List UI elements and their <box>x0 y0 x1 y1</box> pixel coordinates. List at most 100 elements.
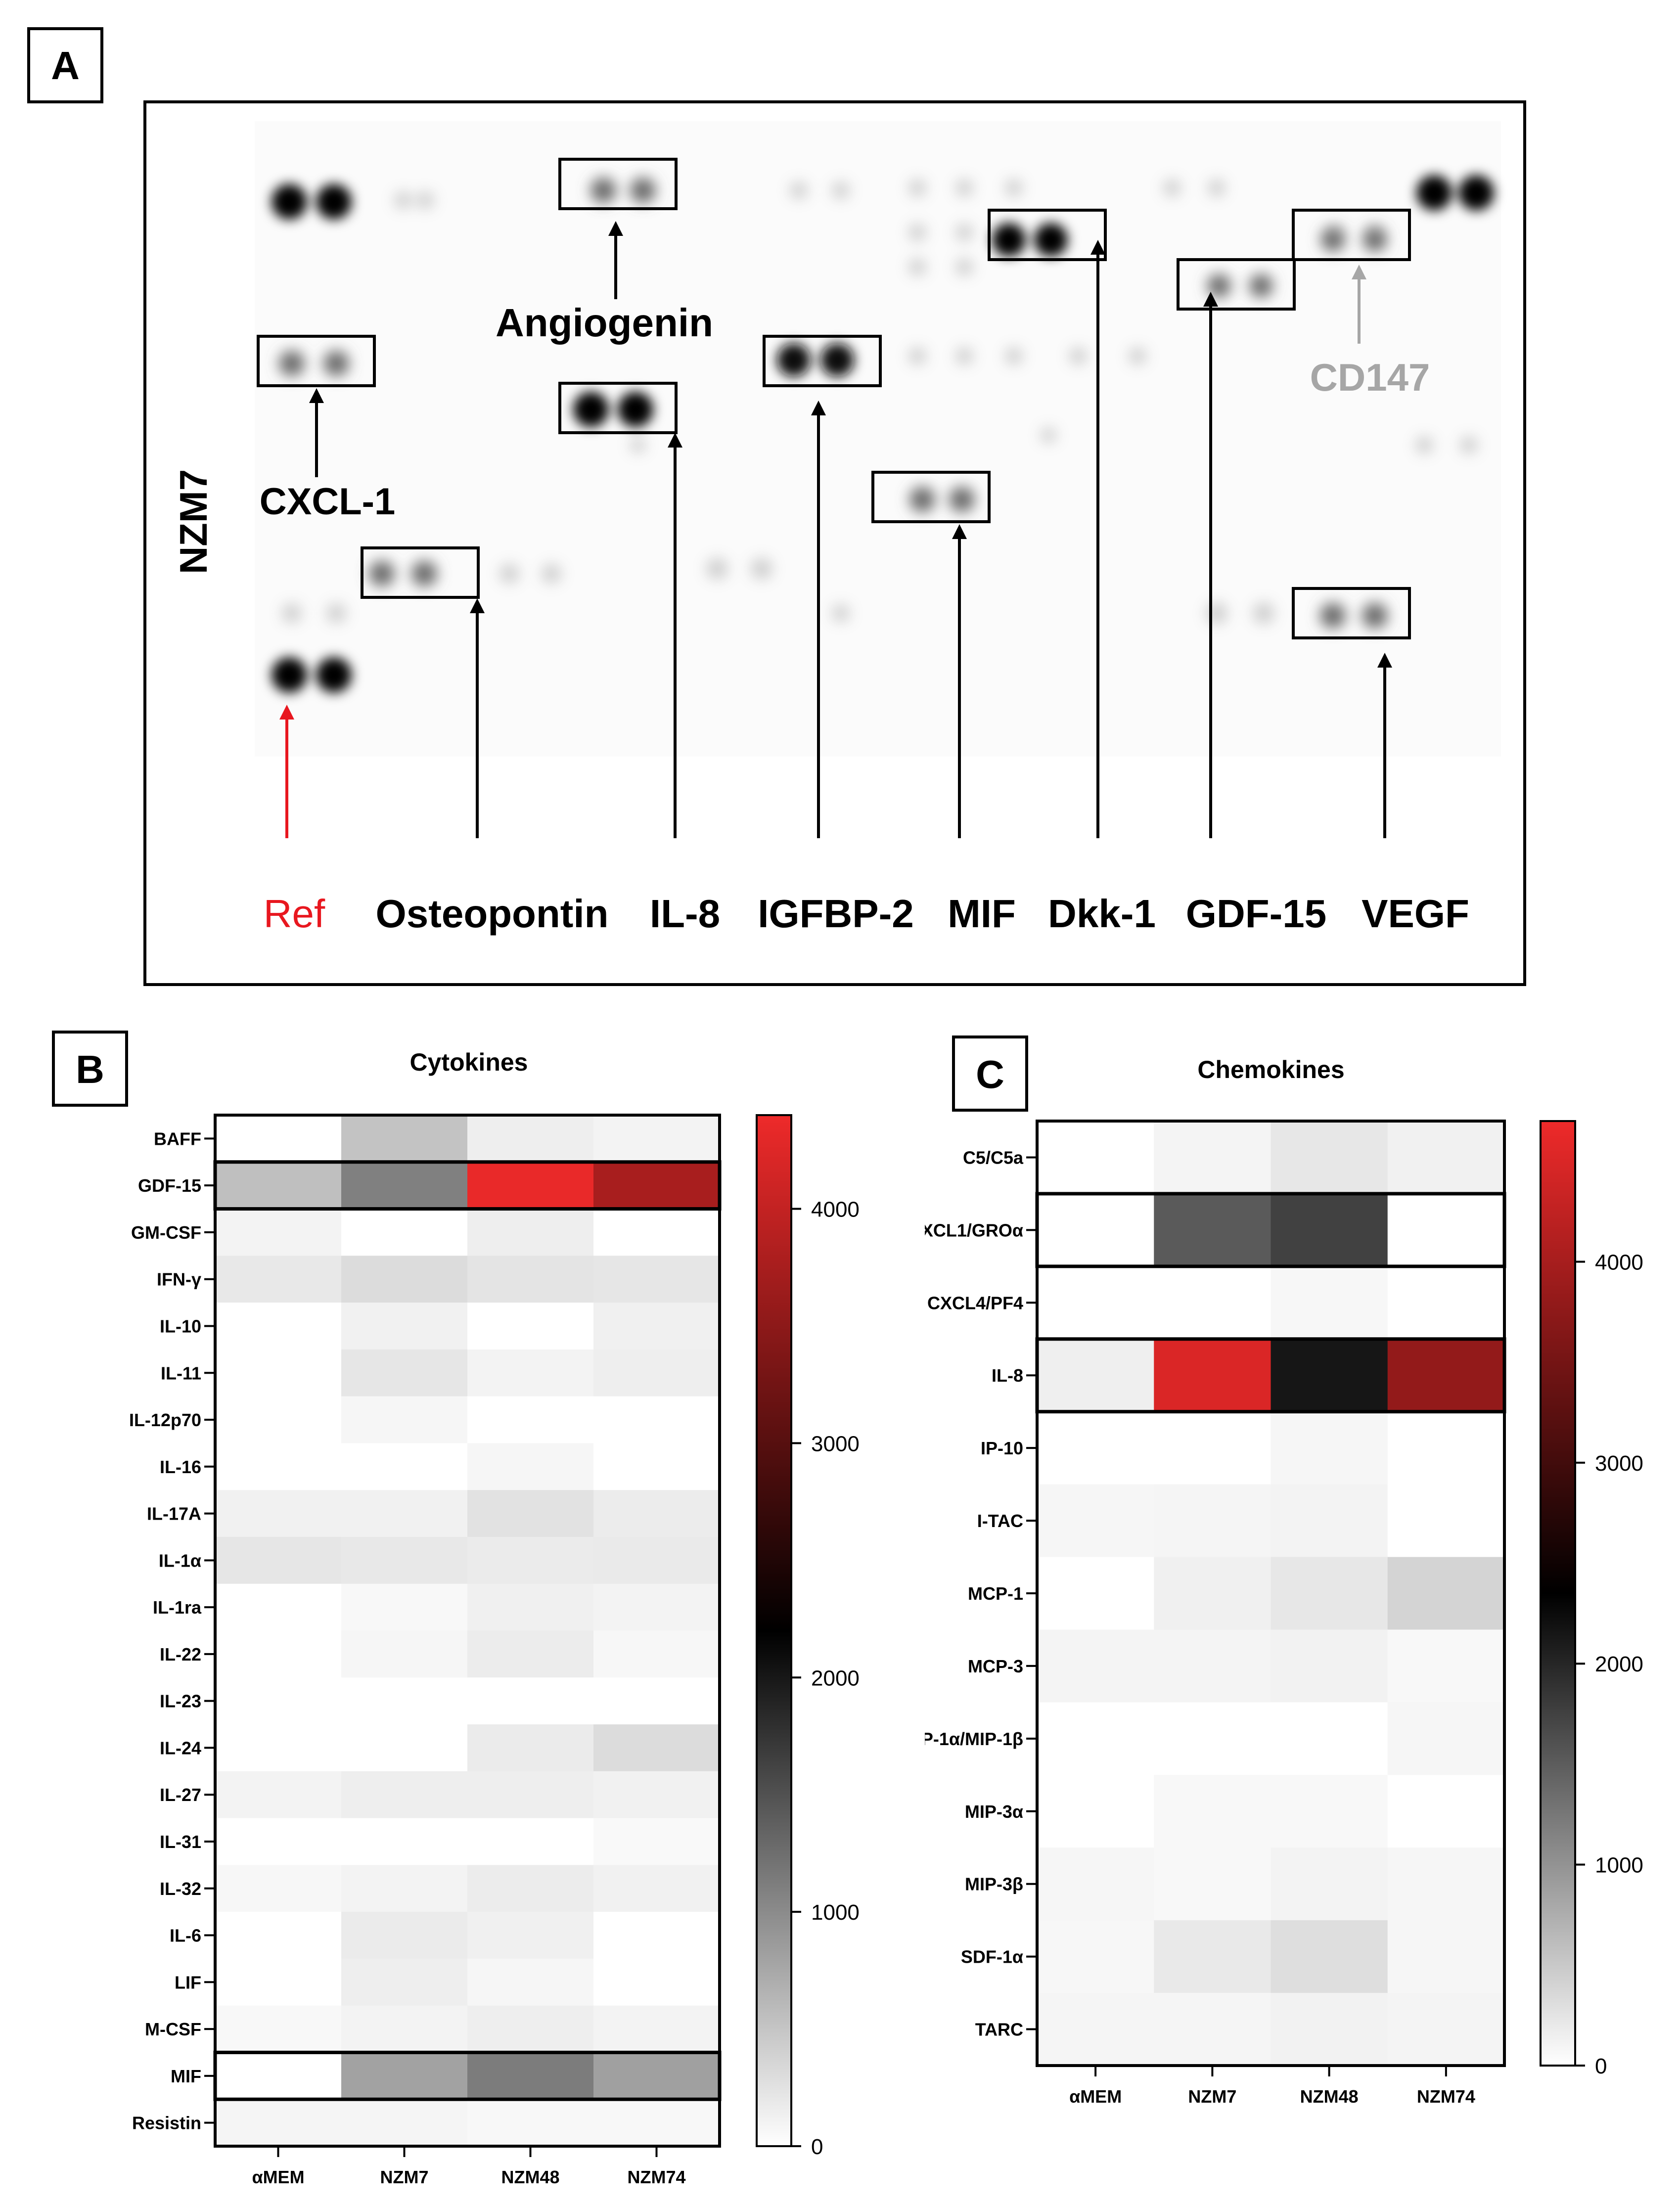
row-label: BAFF <box>154 1128 201 1149</box>
label-angiogenin: Angiogenin <box>496 301 713 345</box>
heatmap-border <box>214 1114 721 2148</box>
colorbar: 0 1000 2000 3000 4000 <box>756 1114 860 2159</box>
heatmap-cell <box>1037 1193 1154 1267</box>
label-vegf: VEGF <box>1362 892 1469 936</box>
box-dkk1 <box>988 209 1107 261</box>
heatmap-cell <box>1387 1411 1505 1485</box>
heatmap-cell <box>341 1865 468 1912</box>
heatmap-cell <box>1037 1993 1154 2066</box>
label-igfbp2: IGFBP-2 <box>758 892 914 936</box>
heatmap-cell <box>467 2052 594 2100</box>
heatmap-cell <box>215 1303 342 1350</box>
row-label: IL-1ra <box>153 1597 202 1618</box>
heatmap-cell <box>341 1724 468 1772</box>
heatmap-cell <box>467 1209 594 1256</box>
row-label: CXCL1/GROα <box>925 1220 1023 1240</box>
heatmap-cell <box>1387 1702 1505 1775</box>
heatmap-cell <box>1037 1121 1154 1194</box>
column-label: NZM74 <box>1417 2086 1475 2107</box>
box-cxcl1 <box>257 335 376 387</box>
heatmap-cell <box>1387 1920 1505 1993</box>
row-label: MCP-3 <box>968 1656 1023 1676</box>
heatmap-cells <box>1035 1120 1506 2067</box>
heatmap-cell <box>341 1677 468 1725</box>
heatmap-cell <box>467 1115 594 1163</box>
heatmap-cell <box>467 1818 594 1865</box>
row-label: MIP-3α <box>965 1801 1023 1822</box>
heatmap-cell <box>467 1865 594 1912</box>
row-label: SDF-1α <box>961 1947 1023 1967</box>
heatmap-title: Cytokines <box>410 1048 528 1076</box>
label-osteopontin: Osteopontin <box>375 892 608 936</box>
row-label: IL-24 <box>160 1738 201 1758</box>
row-label: TARC <box>975 2020 1023 2040</box>
heatmap-cell <box>341 1396 468 1443</box>
panel-a-letter: A <box>51 44 80 88</box>
row-label: IL-10 <box>160 1316 201 1336</box>
heatmap-cell <box>1387 1629 1505 1703</box>
heatmap-cell <box>215 2005 342 2053</box>
panel-b-letter-box <box>52 1031 128 1107</box>
heatmap-cell <box>1387 1266 1505 1340</box>
heatmap-cell <box>1271 1339 1388 1412</box>
heatmap-cell <box>1271 1121 1388 1194</box>
heatmap-cell <box>341 1771 468 1819</box>
heatmap-cell <box>215 1349 342 1397</box>
column-labels: αMEM NZM7 NZM48 NZM74 <box>252 2146 686 2187</box>
heatmap-cell <box>341 1958 468 2006</box>
row-label: IFN-γ <box>157 1269 201 1290</box>
heatmap-cell <box>593 1490 720 1537</box>
colorbar-tick-label: 0 <box>1595 2054 1607 2078</box>
heatmap-cell <box>1271 1266 1388 1340</box>
heatmap-cell <box>215 1115 342 1163</box>
row-label: LIF <box>175 1972 201 1992</box>
heatmap-cell <box>215 1583 342 1631</box>
heatmap-cell <box>467 1912 594 1959</box>
heatmap-cell <box>1154 1193 1271 1267</box>
heatmap-cell <box>1154 1775 1271 1848</box>
heatmap-cell <box>593 1443 720 1490</box>
heatmap-cell <box>341 1115 468 1163</box>
array-target-labels: Ref Osteopontin IL-8 IGFBP-2 MIF Dkk-1 G… <box>264 892 1469 936</box>
box-angiogenin <box>558 158 678 210</box>
heatmap-cell <box>593 1630 720 1678</box>
row-label: CXCL4/PF4 <box>927 1293 1023 1313</box>
row-label: IL-32 <box>160 1879 201 1899</box>
heatmap-cell <box>1037 1847 1154 1921</box>
panel-c-letter: C <box>976 1052 1004 1096</box>
row-label: IL-23 <box>160 1691 201 1711</box>
heatmap-cell <box>593 1583 720 1631</box>
heatmap-cell <box>1037 1629 1154 1703</box>
heatmap-cell <box>341 1490 468 1537</box>
colorbar-gradient <box>756 1114 792 2147</box>
heatmap-title: Chemokines <box>1197 1056 1344 1083</box>
heatmap-cell <box>467 1490 594 1537</box>
row-label: IL-31 <box>160 1832 201 1852</box>
heatmap-cell <box>1271 1557 1388 1630</box>
heatmap-cell <box>341 1443 468 1490</box>
heatmap-cell <box>593 1396 720 1443</box>
heatmap-cell <box>593 2099 720 2147</box>
heatmap-cell <box>593 1115 720 1163</box>
colorbar: 0 1000 2000 3000 4000 <box>1540 1120 1643 2078</box>
heatmap-cell <box>215 1958 342 2006</box>
heatmap-cell <box>467 1443 594 1490</box>
heatmap-cell <box>1271 1847 1388 1921</box>
heatmap-cell <box>215 1162 342 1210</box>
row-label: MIP-1α/MIP-1β <box>925 1729 1023 1749</box>
heatmap-cell <box>467 1536 594 1584</box>
heatmap-cell <box>341 2052 468 2100</box>
pointer-arrows <box>279 221 1392 838</box>
row-label: IL-22 <box>160 1644 201 1665</box>
heatmap-cell <box>215 1865 342 1912</box>
heatmap-cell <box>215 1490 342 1537</box>
heatmap-cell <box>215 1724 342 1772</box>
heatmap-cell <box>593 1256 720 1303</box>
row-label: MIF <box>171 2066 201 2086</box>
heatmap-cell <box>467 1583 594 1631</box>
colorbar-tick-label: 4000 <box>1595 1250 1643 1274</box>
heatmap-cell <box>215 1536 342 1584</box>
heatmap-cell <box>467 1771 594 1819</box>
heatmap-cell <box>1271 1484 1388 1558</box>
blot-spots <box>272 175 1494 693</box>
